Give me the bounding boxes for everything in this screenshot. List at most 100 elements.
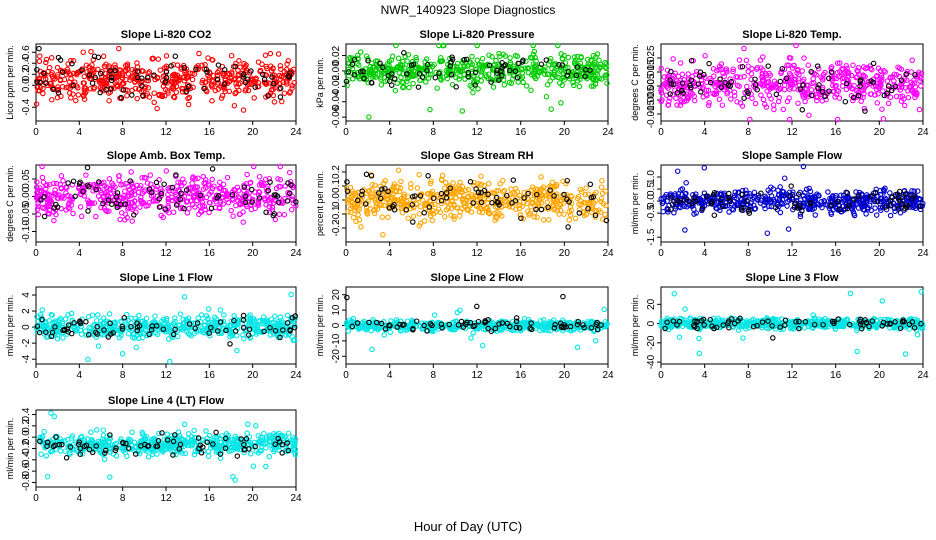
- data-point: [861, 105, 868, 112]
- data-point: [281, 211, 288, 218]
- y-tick-label: 0.0: [331, 193, 342, 207]
- data-point: [33, 184, 40, 191]
- data-point: [240, 312, 247, 319]
- data-point: [397, 66, 403, 72]
- data-point: [479, 342, 486, 349]
- data-point: [717, 76, 723, 82]
- data-point: [38, 197, 44, 203]
- data-point: [363, 76, 370, 83]
- data-point: [64, 66, 71, 73]
- y-axis-label: ml/min per min.: [5, 295, 15, 357]
- data-point: [555, 74, 561, 81]
- x-tick-label: 8: [120, 127, 126, 138]
- data-point: [561, 77, 567, 83]
- data-point: [351, 56, 358, 63]
- data-point: [242, 64, 249, 70]
- data-point: [752, 81, 759, 88]
- data-point: [581, 212, 588, 219]
- data-point: [534, 214, 540, 220]
- data-point: [470, 89, 476, 96]
- data-point: [878, 82, 884, 89]
- data-point: [173, 202, 180, 208]
- data-point: [667, 91, 673, 97]
- data-point: [909, 57, 915, 64]
- data-point: [836, 60, 843, 66]
- data-point: [459, 59, 466, 66]
- data-point: [843, 63, 850, 69]
- data-point: [195, 66, 201, 73]
- data-point: [112, 64, 119, 71]
- series-points: [33, 291, 298, 365]
- data-point: [764, 230, 771, 236]
- data-point: [220, 72, 226, 79]
- data-point: [558, 67, 564, 73]
- data-point: [839, 66, 845, 72]
- data-point: [261, 76, 268, 83]
- data-point: [777, 184, 783, 190]
- data-point: [451, 216, 457, 222]
- panel-4: Slope Amb. Box Temp.0 4 8 12 16 20 24-0.10-0.0…: [5, 150, 302, 259]
- x-tick-label: 20: [559, 127, 571, 138]
- data-point: [474, 57, 481, 64]
- data-point: [538, 174, 544, 180]
- data-point: [231, 76, 237, 83]
- data-point: [173, 172, 179, 178]
- data-point: [786, 116, 793, 123]
- data-point: [144, 180, 151, 186]
- data-point: [70, 210, 76, 217]
- data-point: [103, 86, 110, 93]
- data-point: [269, 74, 275, 80]
- data-point: [474, 42, 480, 49]
- y-tick-label: 0.2: [331, 165, 342, 179]
- data-point: [195, 192, 201, 198]
- data-point: [124, 214, 130, 221]
- data-point: [281, 68, 287, 75]
- data-point: [378, 74, 384, 80]
- data-point: [139, 75, 145, 81]
- data-point: [112, 80, 118, 86]
- data-point: [194, 198, 200, 204]
- data-point: [225, 70, 232, 77]
- data-point: [744, 88, 750, 95]
- data-point: [718, 61, 725, 67]
- data-point: [377, 60, 383, 67]
- data-point: [230, 213, 236, 219]
- y-tick-label: -10: [331, 333, 342, 348]
- data-point: [249, 199, 255, 205]
- data-point: [344, 294, 350, 301]
- data-point: [419, 74, 426, 80]
- data-point: [902, 84, 909, 91]
- data-point: [286, 90, 293, 96]
- data-point: [365, 56, 371, 62]
- data-point: [364, 70, 371, 76]
- data-point: [448, 72, 455, 78]
- data-point: [143, 315, 150, 322]
- data-point: [104, 208, 110, 215]
- data-point: [209, 57, 216, 63]
- data-point: [252, 84, 258, 90]
- data-point: [879, 106, 885, 112]
- data-point: [393, 42, 399, 49]
- data-point: [198, 312, 205, 318]
- data-point: [730, 68, 736, 75]
- data-point: [497, 181, 503, 187]
- data-point: [277, 63, 284, 69]
- data-point: [534, 73, 541, 79]
- data-point: [107, 68, 113, 74]
- data-point: [543, 57, 550, 63]
- x-tick-label: 20: [247, 370, 259, 381]
- data-point: [225, 199, 232, 206]
- data-point: [273, 75, 280, 81]
- data-point: [898, 66, 905, 72]
- data-point: [721, 73, 727, 80]
- data-point: [86, 200, 92, 207]
- data-point: [683, 180, 689, 186]
- data-point: [131, 212, 137, 218]
- data-point: [265, 187, 271, 194]
- data-point: [766, 70, 772, 77]
- data-point: [286, 169, 293, 176]
- data-point: [570, 79, 576, 86]
- data-point: [806, 112, 812, 118]
- data-point: [83, 89, 89, 95]
- data-point: [727, 76, 733, 82]
